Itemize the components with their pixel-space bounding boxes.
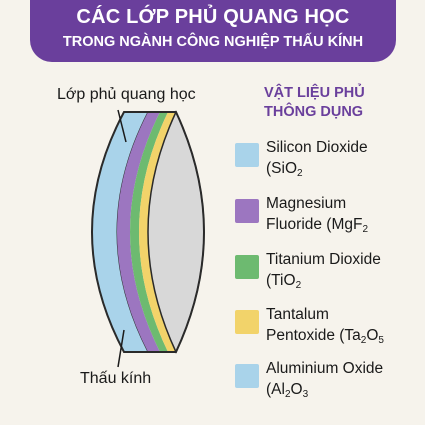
legend-label: Aluminium Oxide (Al2O3 <box>266 360 384 400</box>
lens-callout-line <box>117 329 125 368</box>
lens-outline <box>91 111 205 353</box>
layer-titanium-dioxide <box>130 112 168 352</box>
page-title: CÁC LỚP PHỦ QUANG HỌC <box>76 6 350 28</box>
legend-label: Magnesium Fluoride (MgF2 <box>266 195 369 235</box>
legend-item-silicon-dioxide: Silicon Dioxide (SiO2 <box>235 137 420 181</box>
coating-callout-line <box>117 109 127 143</box>
legend-label: Tantalum Pentoxide (Ta2O5 <box>266 306 384 346</box>
legend-item-magnesium-fluoride: Magnesium Fluoride (MgF2 <box>235 193 420 237</box>
legend-swatch <box>235 143 259 167</box>
legend-swatch <box>235 255 259 279</box>
legend-item-titanium-dioxide: Titanium Dioxide (TiO2 <box>235 249 420 293</box>
legend-label: Silicon Dioxide (SiO2 <box>266 139 368 179</box>
legend-title-line2: THÔNG DỤNG <box>264 104 364 120</box>
legend-swatch <box>235 310 259 334</box>
legend-title-line1: VẬT LIỆU PHỦ <box>264 85 365 101</box>
title-banner: CÁC LỚP PHỦ QUANG HỌC TRONG NGÀNH CÔNG N… <box>30 0 396 62</box>
page-subtitle: TRONG NGÀNH CÔNG NGHIỆP THẤU KÍNH <box>62 34 364 50</box>
layer-tantalum-pentoxide <box>139 112 176 352</box>
legend-swatch <box>235 199 259 223</box>
coating-label: Lớp phủ quang học <box>57 86 196 103</box>
legend-item-tantalum-pentoxide: Tantalum Pentoxide (Ta2O5 <box>235 304 420 348</box>
legend-item-aluminium-oxide: Aluminium Oxide (Al2O3 <box>235 358 420 402</box>
legend-label: Titanium Dioxide (TiO2 <box>266 251 381 291</box>
legend-title: VẬT LIỆU PHỦ THÔNG DỤNG <box>264 84 365 122</box>
layer-magnesium-fluoride <box>117 112 160 352</box>
legend-swatch <box>235 364 259 388</box>
lens-label: Thấu kính <box>80 370 152 387</box>
